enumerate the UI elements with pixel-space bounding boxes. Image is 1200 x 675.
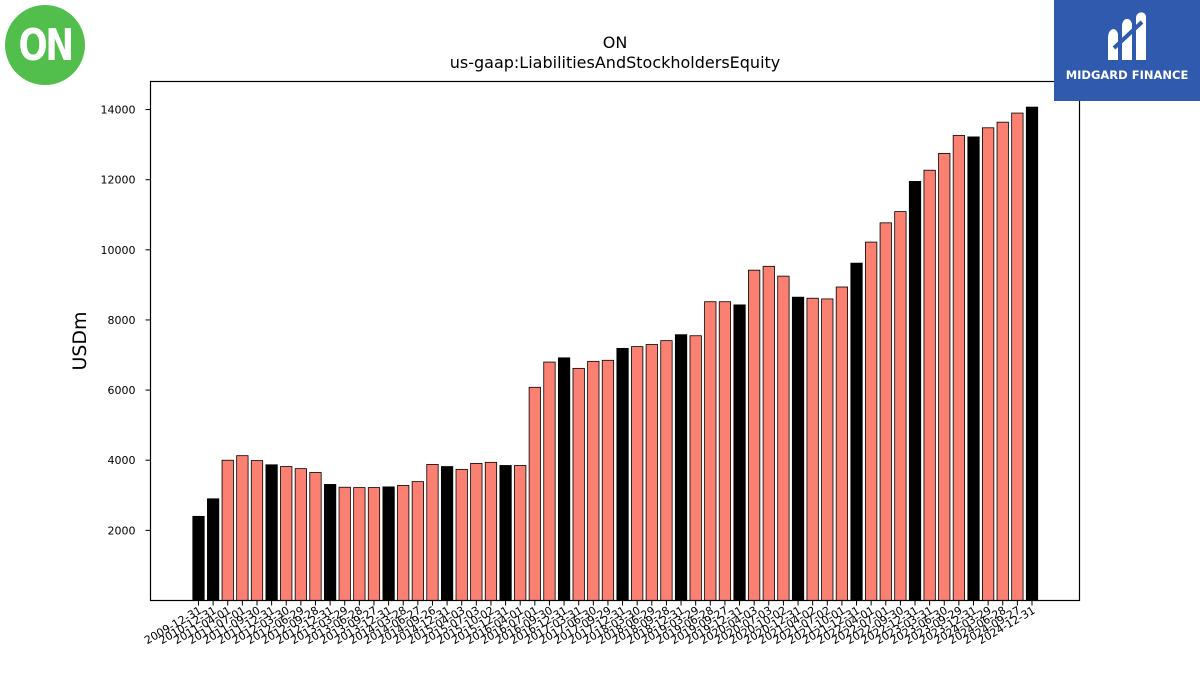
company-logo-text: ON: [18, 19, 74, 71]
bar-2019-09-27: [718, 301, 732, 601]
bar-2013-09-27: [367, 487, 381, 601]
y-tick-label: 6000: [108, 384, 136, 397]
bar-2014-03-28: [397, 485, 410, 601]
bar-2015-12-31: [499, 465, 512, 601]
bar-2021-12-31: [850, 262, 863, 601]
x-ticks: 2009-12-312010-12-312011-04-012011-07-01…: [142, 600, 1038, 647]
bar-2011-07-01: [236, 455, 249, 601]
watermark-text: MIDGARD FINANCE: [1065, 68, 1189, 82]
bar-2019-12-31: [733, 304, 746, 601]
bar-2020-12-31: [791, 296, 805, 601]
bar-2018-03-30: [631, 346, 644, 601]
plot-frame: [149, 80, 1081, 602]
bar-2024-09-27: [1011, 112, 1024, 601]
bar-2012-12-31: [323, 484, 337, 601]
chart-subtitle: us-gaap:LiabilitiesAndStockholdersEquity: [450, 53, 781, 72]
bar-2012-06-29: [294, 468, 307, 601]
bar-2021-10-01: [835, 286, 849, 601]
midgard-finance-logo: MIDGARD FINANCE: [1054, 0, 1200, 101]
bar-2015-04-03: [455, 468, 468, 601]
y-tick-label: 10000: [101, 244, 136, 257]
y-axis-label: USDm: [69, 311, 91, 370]
y-tick-label: 4000: [108, 454, 136, 467]
bar-2021-04-02: [806, 297, 819, 601]
bar-2024-03-29: [982, 127, 995, 601]
y-tick-label: 14000: [101, 104, 136, 117]
bar-2021-07-02: [821, 298, 834, 601]
bar-2024-12-31: [1025, 106, 1039, 601]
bar-2020-07-03: [762, 265, 775, 601]
bar-2011-09-30: [250, 460, 264, 601]
bar-2017-03-31: [572, 367, 585, 601]
bar-2011-12-31: [265, 464, 278, 601]
midgard-logo-icon: [1108, 12, 1146, 60]
bar-2012-09-28: [309, 472, 322, 601]
bar-2017-12-31: [616, 347, 629, 601]
y-tick-label: 8000: [108, 314, 136, 327]
bar-2023-06-30: [938, 152, 951, 601]
bar-2016-04-01: [514, 465, 527, 601]
bar-2023-03-31: [923, 169, 936, 601]
bar-2012-03-30: [280, 466, 293, 601]
on-semiconductor-logo: ON: [5, 5, 85, 85]
bar-2013-12-31: [382, 486, 395, 601]
y-tick-label: 12000: [101, 174, 136, 187]
bar-2013-03-29: [338, 486, 351, 601]
bar-2009-12-31: [192, 515, 205, 601]
y-tick-label: 2000: [108, 524, 136, 537]
bar-2017-06-30: [587, 360, 600, 601]
bar-2015-07-03: [470, 462, 483, 601]
bar-2019-06-28: [704, 301, 717, 601]
bar-2014-09-26: [426, 464, 439, 601]
bar-2024-06-28: [996, 121, 1009, 601]
bar-2022-12-31: [908, 181, 922, 601]
bar-2023-12-31: [967, 136, 980, 601]
y-ticks: 2000 4000 6000 8000 10000 12000 14000: [101, 104, 151, 537]
bar-2020-10-02: [777, 275, 790, 601]
bar-2015-10-02: [484, 461, 498, 601]
bar-2018-06-29: [645, 344, 658, 601]
bar-2017-09-29: [601, 359, 615, 601]
bars-layer: [192, 106, 1039, 601]
bar-2022-07-01: [879, 222, 892, 601]
bar-2018-12-31: [674, 334, 688, 601]
chart-title: ON: [603, 33, 628, 52]
bar-2013-06-28: [353, 487, 366, 601]
bar-2020-04-03: [748, 269, 761, 601]
bar-2014-12-31: [440, 466, 454, 601]
bar-2018-09-28: [660, 340, 673, 601]
bar-2016-12-31: [557, 357, 571, 601]
bar-2023-09-29: [952, 135, 965, 601]
bar-2011-04-01: [221, 459, 234, 601]
bar-2010-12-31: [207, 498, 220, 601]
bar-2019-03-29: [689, 335, 702, 601]
bar-2016-07-01: [528, 386, 541, 601]
bar-2014-06-27: [411, 481, 424, 601]
bar-2016-09-30: [543, 361, 556, 601]
bar-2022-09-30: [894, 211, 907, 601]
bar-2022-04-01: [865, 241, 878, 601]
